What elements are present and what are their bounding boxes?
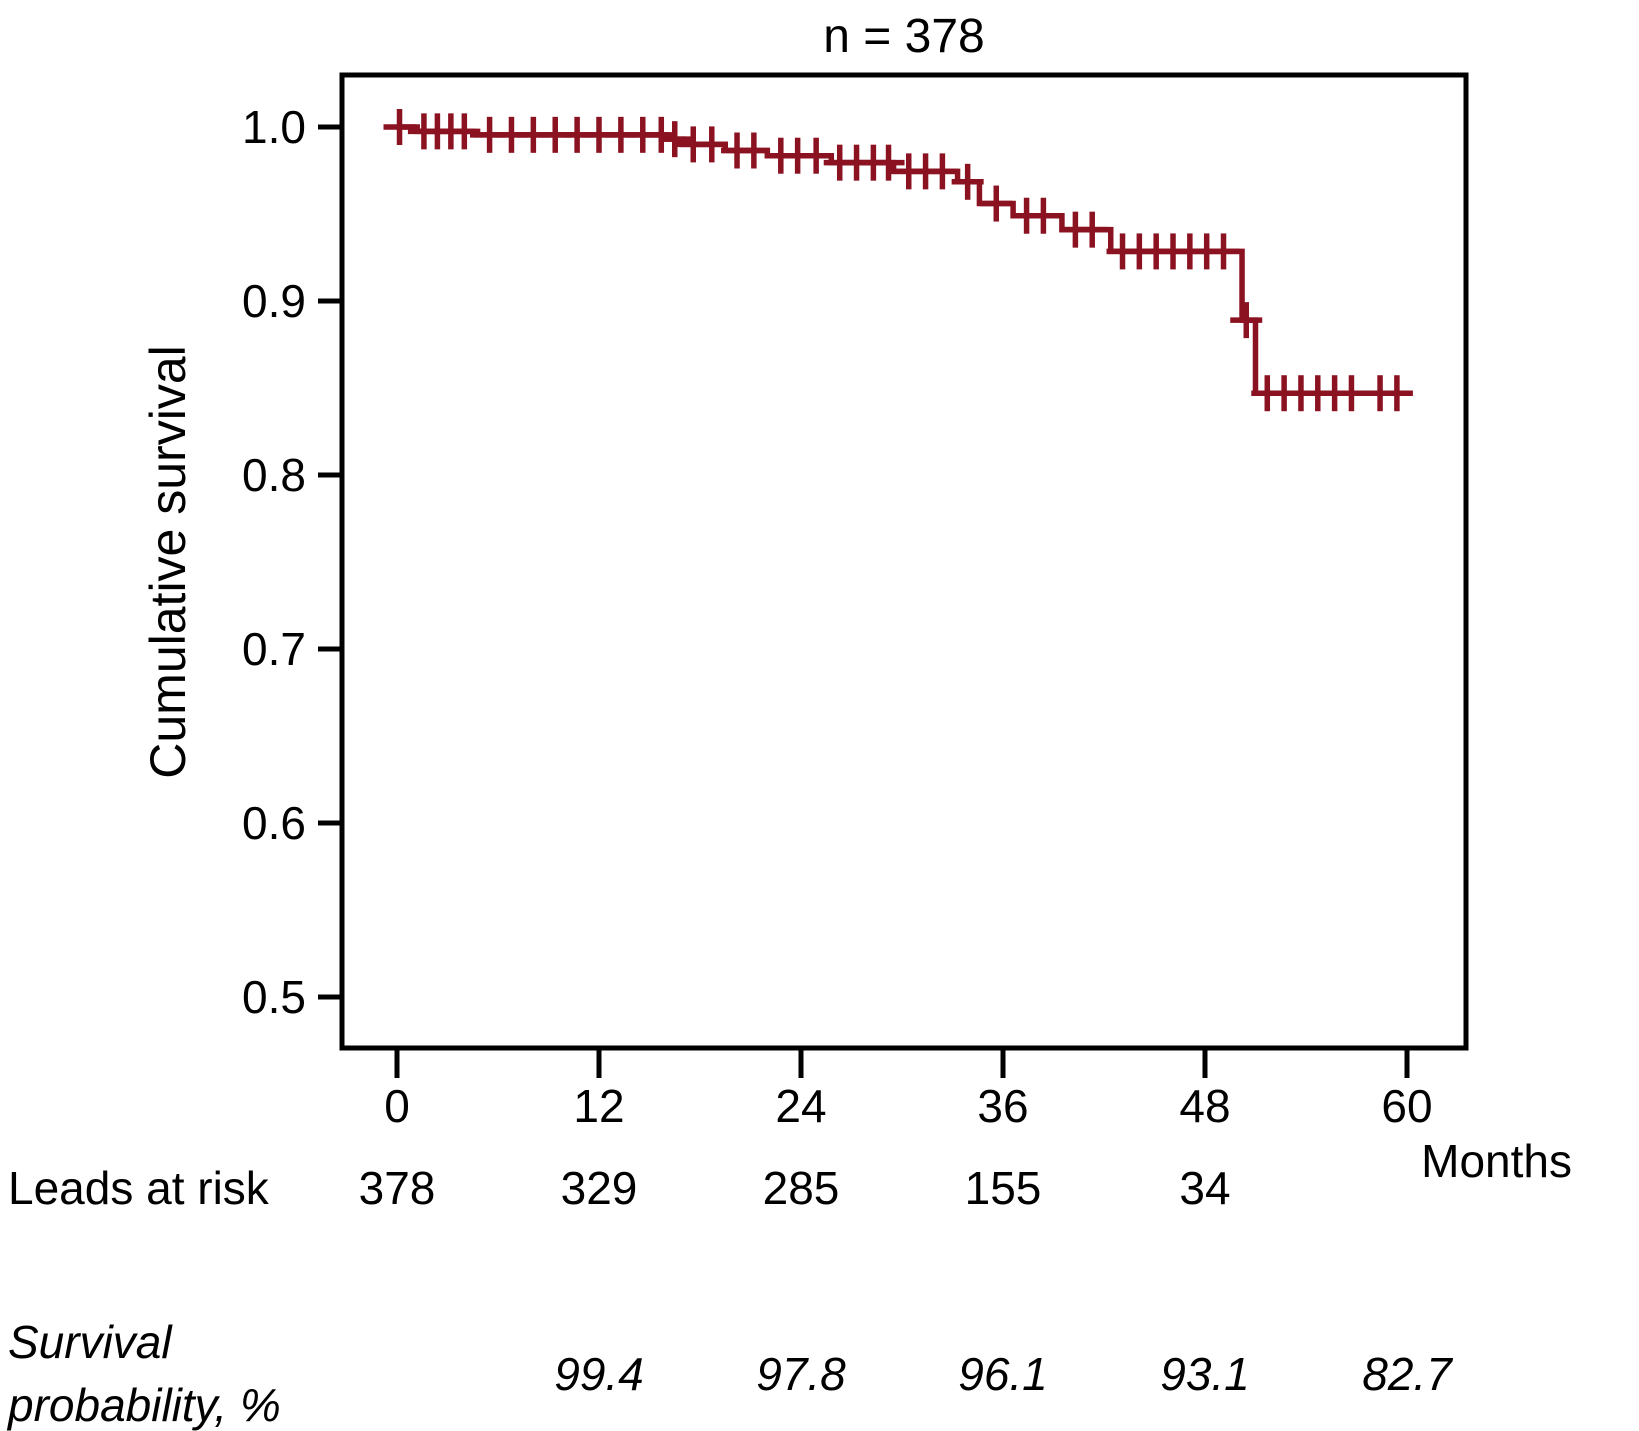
risk-row-label: Leads at risk — [8, 1162, 270, 1214]
survival-probability-value: 99.4 — [554, 1348, 644, 1400]
censor-marks-group — [383, 109, 1413, 412]
risk-count: 285 — [763, 1162, 840, 1214]
survival-curve — [397, 124, 1407, 396]
y-tick-label: 1.0 — [242, 101, 306, 153]
y-tick-label: 0.7 — [242, 623, 306, 675]
survival-probability-value: 97.8 — [756, 1348, 846, 1400]
risk-count: 155 — [965, 1162, 1042, 1214]
x-tick-label: 24 — [775, 1080, 826, 1132]
survival-probability-value: 96.1 — [958, 1348, 1048, 1400]
y-tick-label: 0.8 — [242, 449, 306, 501]
x-tick-label: 0 — [384, 1080, 410, 1132]
survival-row-label-line2: probability, % — [6, 1379, 281, 1431]
survival-probability-row: Survival probability, % 99.4 97.8 96.1 93.1… — [6, 1316, 1453, 1431]
risk-count: 329 — [561, 1162, 638, 1214]
risk-count: 378 — [359, 1162, 436, 1214]
x-tick-label: 12 — [573, 1080, 624, 1132]
survival-curve-group — [397, 124, 1407, 396]
y-axis: 1.0 0.9 0.8 0.7 0.6 0.5 — [242, 101, 342, 1023]
plot-border — [339, 72, 1469, 1051]
x-tick-label: 60 — [1381, 1080, 1432, 1132]
y-tick-label: 0.9 — [242, 275, 306, 327]
x-tick-label: 36 — [977, 1080, 1028, 1132]
x-tick-label: 48 — [1179, 1080, 1230, 1132]
chart-title: n = 378 — [823, 10, 984, 63]
survival-probability-value: 82.7 — [1362, 1348, 1453, 1400]
x-axis-title: Months — [1421, 1135, 1572, 1187]
risk-count: 34 — [1179, 1162, 1230, 1214]
survival-row-label-line1: Survival — [8, 1316, 173, 1368]
y-tick-label: 0.6 — [242, 797, 306, 849]
risk-table-row: Leads at risk 378 329 285 155 34 — [8, 1162, 1231, 1214]
x-axis: 0 12 24 36 48 60 — [384, 1048, 1433, 1132]
survival-probability-value: 93.1 — [1160, 1348, 1250, 1400]
y-tick-label: 0.5 — [242, 971, 306, 1023]
y-axis-title: Cumulative survival — [140, 345, 196, 778]
